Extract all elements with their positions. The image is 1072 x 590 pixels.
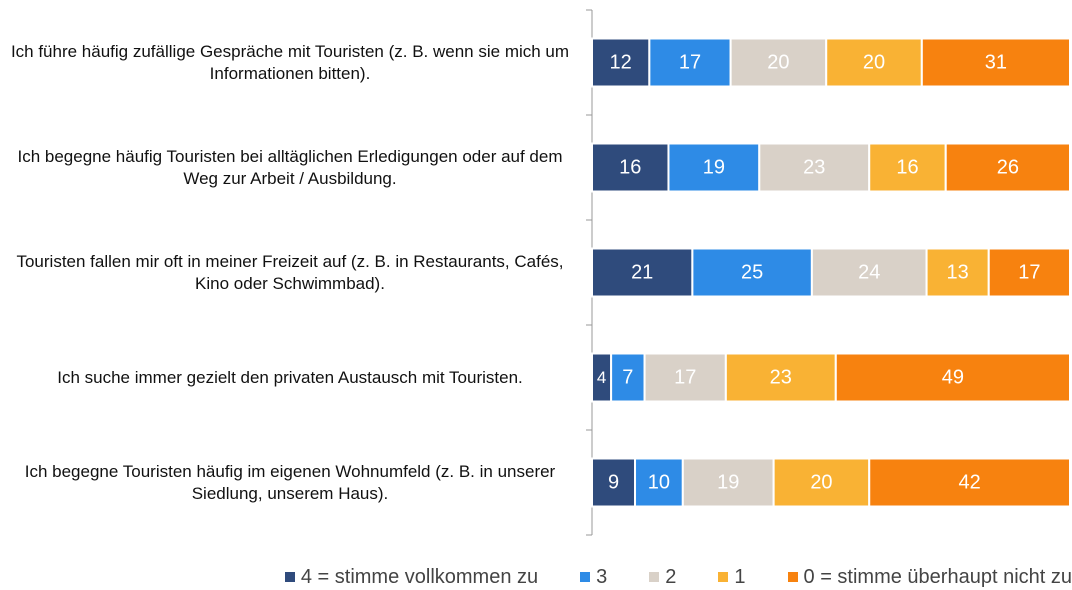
data-label: 20	[810, 472, 832, 494]
bar-segment	[691, 247, 813, 298]
legend-item: 4 = stimme vollkommen zu	[284, 564, 539, 590]
legend-label: 2	[665, 565, 677, 588]
bar-segment	[810, 247, 928, 298]
data-label: 13	[947, 262, 969, 284]
bar-segment	[591, 37, 651, 88]
bar-segment	[868, 142, 947, 193]
data-label: 17	[1018, 262, 1040, 284]
legend-swatch	[718, 572, 729, 582]
bar-segment	[729, 37, 828, 88]
legend-item: 1	[718, 564, 746, 590]
data-label: 20	[863, 52, 885, 74]
bar-segment	[591, 457, 637, 508]
bar-segment	[610, 352, 646, 403]
legend-label: 3	[596, 565, 608, 588]
bar-segment	[925, 247, 990, 298]
data-label: 9	[608, 472, 619, 494]
legend-item: 3	[580, 564, 607, 590]
category-label: Ich begegne häufig Touristen bei alltägl…	[17, 146, 563, 188]
legend-item: 0 = stimme überhaupt nicht zu	[787, 564, 1072, 590]
legend-swatch	[787, 572, 798, 582]
legend-label: 4 = stimme vollkommen zu	[300, 565, 539, 588]
data-label: 7	[622, 367, 633, 389]
bar-segment	[591, 247, 694, 298]
bar-segment	[944, 142, 1071, 193]
data-label: 16	[619, 157, 641, 179]
bar-segment	[634, 457, 684, 508]
data-label: 21	[631, 262, 653, 284]
data-label: 19	[703, 157, 725, 179]
data-label: 17	[679, 52, 701, 74]
data-label: 49	[942, 367, 964, 389]
data-label: 23	[770, 367, 792, 389]
data-label: 24	[858, 262, 880, 284]
bar-segment	[987, 247, 1071, 298]
legend-swatch	[649, 572, 660, 582]
bar-segment	[681, 457, 775, 508]
data-label: 12	[610, 52, 632, 74]
data-label: 19	[717, 472, 739, 494]
data-label: 25	[741, 262, 763, 284]
data-label: 17	[674, 367, 696, 389]
data-label: 42	[958, 472, 980, 494]
bar-segment	[834, 352, 1072, 403]
data-label: 26	[997, 157, 1019, 179]
bar-segment	[758, 142, 871, 193]
bar-segment	[591, 142, 670, 193]
category-label: Ich begegne Touristen häufig im eigenen …	[24, 461, 556, 503]
legend-swatch	[284, 572, 295, 582]
data-label: 23	[803, 157, 825, 179]
data-label: 16	[896, 157, 918, 179]
bar-segment	[724, 352, 837, 403]
bar-segment	[667, 142, 761, 193]
data-label: 31	[985, 52, 1007, 74]
data-label: 4	[597, 368, 606, 387]
bar-segment	[920, 37, 1071, 88]
legend-swatch	[580, 572, 591, 582]
legend-label: 0 = stimme überhaupt nicht zu	[803, 565, 1072, 588]
legend-item: 2	[649, 564, 676, 590]
data-label: 20	[767, 52, 789, 74]
bar-segment	[868, 457, 1071, 508]
data-label: 10	[648, 472, 670, 494]
category-label: Touristen fallen mir oft in meiner Freiz…	[16, 251, 564, 293]
legend-label: 1	[734, 565, 746, 588]
category-label: Ich suche immer gezielt den privaten Aus…	[57, 367, 523, 387]
bar-segment	[825, 37, 923, 88]
category-label: Ich führe häufig zufällige Gespräche mit…	[10, 41, 570, 83]
legend: 4 = stimme vollkommen zu 3 2 1 0 = stimme üb…	[100, 564, 1072, 590]
